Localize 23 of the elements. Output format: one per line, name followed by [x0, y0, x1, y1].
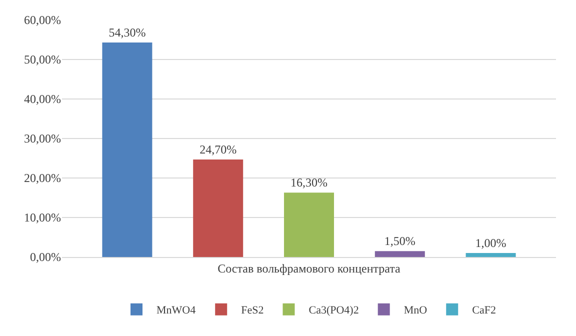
bar: [284, 192, 334, 257]
y-tick-label: 50,00%: [24, 52, 61, 67]
legend-label: Ca3(PO4)2: [308, 304, 359, 317]
bar: [193, 159, 244, 257]
data-label: 1,00%: [475, 236, 506, 250]
bar: [374, 251, 425, 257]
bar: [102, 42, 152, 257]
y-tick-label: 10,00%: [24, 210, 61, 225]
y-tick-label: 30,00%: [24, 132, 61, 146]
legend-label: MnWO4: [156, 304, 196, 317]
data-label: 54,30%: [108, 26, 146, 40]
legend-label: FeS2: [241, 304, 264, 317]
legend-label: CaF2: [472, 304, 496, 317]
legend-label: MnO: [404, 304, 428, 317]
y-tick-label: 60,00%: [24, 13, 61, 28]
y-tick-label: 0,00%: [30, 250, 61, 264]
y-tick-label: 20,00%: [24, 171, 61, 186]
data-label: 16,30%: [290, 176, 328, 190]
x-tick-label: Состав вольфрамового концентрата: [218, 261, 402, 276]
bar: [466, 253, 516, 257]
y-tick-label: 40,00%: [24, 92, 61, 106]
data-label: 1,50%: [384, 234, 416, 248]
data-label: 24,70%: [200, 142, 237, 156]
